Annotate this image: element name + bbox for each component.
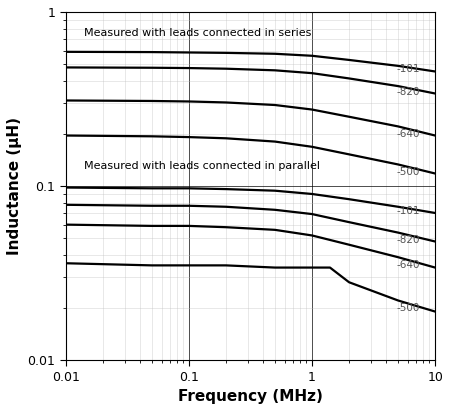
Text: -820: -820 bbox=[396, 87, 420, 97]
Text: Measured with leads connected in parallel: Measured with leads connected in paralle… bbox=[84, 161, 320, 171]
Y-axis label: Inductance (μH): Inductance (μH) bbox=[7, 117, 22, 255]
Text: Measured with leads connected in series: Measured with leads connected in series bbox=[84, 28, 311, 38]
Text: -500: -500 bbox=[396, 302, 420, 313]
X-axis label: Frequency (MHz): Frequency (MHz) bbox=[178, 389, 323, 404]
Text: -820: -820 bbox=[396, 235, 420, 245]
Text: -640: -640 bbox=[396, 261, 420, 270]
Text: -101: -101 bbox=[396, 206, 420, 216]
Text: -640: -640 bbox=[396, 129, 420, 139]
Text: -101: -101 bbox=[396, 64, 420, 74]
Text: -500: -500 bbox=[396, 166, 420, 177]
